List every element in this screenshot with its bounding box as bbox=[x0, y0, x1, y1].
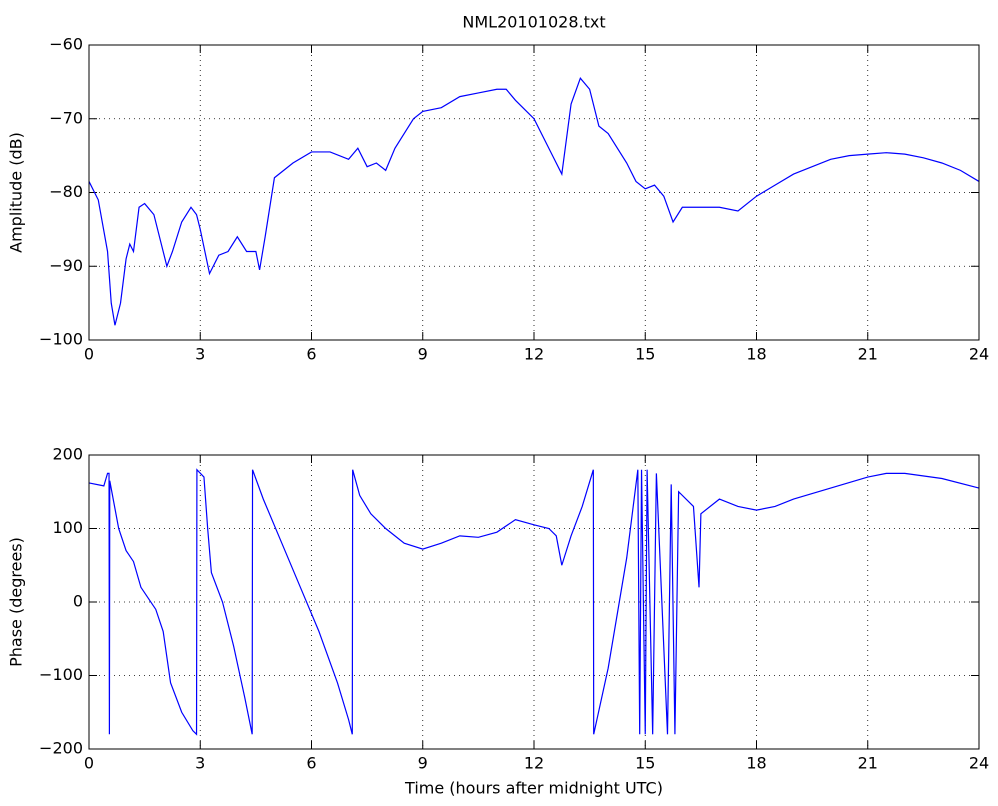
y-tick-label: −100 bbox=[39, 330, 83, 349]
x-tick-label: 6 bbox=[306, 754, 316, 773]
y-tick-label: −60 bbox=[49, 35, 83, 54]
x-tick-label: 9 bbox=[418, 345, 428, 364]
x-tick-label: 3 bbox=[195, 345, 205, 364]
x-tick-label: 18 bbox=[746, 754, 766, 773]
x-tick-label: 21 bbox=[858, 345, 878, 364]
y-axis-label: Amplitude (dB) bbox=[7, 132, 26, 253]
chart-title: NML20101028.txt bbox=[462, 13, 605, 32]
x-tick-label: 18 bbox=[746, 345, 766, 364]
y-tick-label: −70 bbox=[49, 108, 83, 127]
y-tick-label: 0 bbox=[73, 592, 83, 611]
data-line bbox=[88, 468, 980, 736]
x-tick-label: 15 bbox=[635, 345, 655, 364]
axes-frame bbox=[88, 454, 980, 750]
x-tick-label: 12 bbox=[524, 754, 544, 773]
y-tick-label: 200 bbox=[52, 445, 83, 464]
y-axis-label: Phase (degrees) bbox=[7, 537, 26, 667]
x-tick-label: 24 bbox=[969, 754, 989, 773]
x-tick-label: 0 bbox=[84, 754, 94, 773]
x-tick-label: 15 bbox=[635, 754, 655, 773]
data-line bbox=[88, 77, 980, 326]
y-tick-label: −90 bbox=[49, 256, 83, 275]
y-tick-label: −100 bbox=[39, 665, 83, 684]
y-tick-label: −80 bbox=[49, 182, 83, 201]
x-axis-label: Time (hours after midnight UTC) bbox=[404, 779, 663, 798]
x-tick-label: 0 bbox=[84, 345, 94, 364]
y-tick-label: −200 bbox=[39, 739, 83, 758]
x-tick-label: 24 bbox=[969, 345, 989, 364]
axes-frame bbox=[88, 44, 980, 341]
x-tick-label: 3 bbox=[195, 754, 205, 773]
x-tick-label: 21 bbox=[858, 754, 878, 773]
x-tick-label: 6 bbox=[306, 345, 316, 364]
x-tick-label: 9 bbox=[418, 754, 428, 773]
x-tick-label: 12 bbox=[524, 345, 544, 364]
y-tick-label: 100 bbox=[52, 518, 83, 537]
